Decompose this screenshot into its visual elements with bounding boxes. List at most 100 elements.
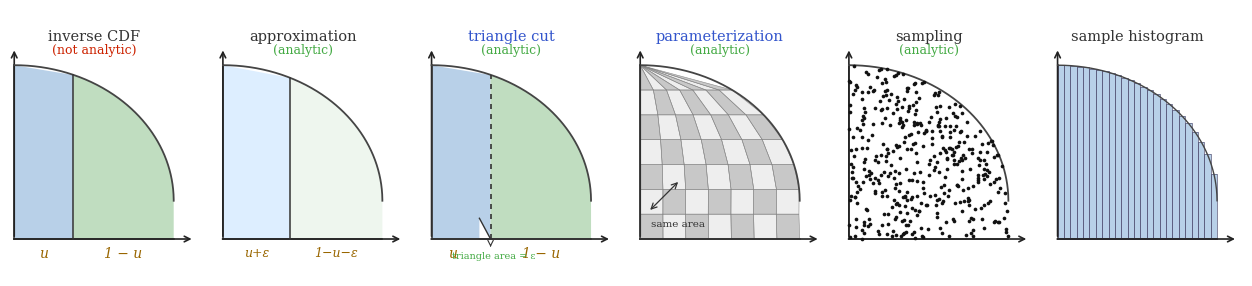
Point (968, 156, 988, 160)
Polygon shape (654, 90, 676, 115)
Point (898, 223, 918, 227)
Point (899, 178, 919, 182)
Point (898, 86, 918, 90)
Point (949, 130, 969, 134)
Point (875, 187, 895, 192)
Text: triangle cut: triangle cut (468, 30, 555, 44)
Polygon shape (762, 140, 794, 164)
Point (873, 223, 893, 227)
Point (980, 181, 1000, 186)
Point (994, 216, 1014, 221)
Point (846, 147, 866, 152)
Point (955, 156, 975, 160)
Point (886, 107, 906, 112)
Point (949, 159, 969, 164)
Point (963, 233, 983, 238)
Point (921, 142, 942, 146)
Point (871, 81, 891, 86)
Point (903, 178, 923, 182)
Polygon shape (640, 65, 719, 90)
Point (944, 161, 964, 166)
Point (942, 146, 962, 151)
Point (979, 170, 999, 174)
Point (924, 154, 944, 158)
Polygon shape (750, 164, 776, 189)
Polygon shape (719, 90, 764, 115)
Polygon shape (742, 140, 772, 164)
Point (904, 82, 924, 87)
Point (928, 93, 948, 97)
Point (948, 182, 968, 187)
Point (920, 115, 940, 119)
Point (919, 162, 939, 166)
Point (886, 182, 906, 186)
Polygon shape (681, 140, 706, 164)
Polygon shape (640, 65, 680, 90)
Text: sampling: sampling (895, 30, 963, 44)
Point (948, 184, 968, 188)
Point (859, 223, 879, 228)
Point (875, 93, 895, 98)
Point (888, 95, 908, 99)
Point (865, 106, 885, 110)
Point (973, 173, 993, 178)
Point (995, 200, 1015, 205)
Point (945, 114, 965, 118)
Point (879, 98, 899, 103)
Point (925, 164, 945, 169)
Point (884, 74, 904, 79)
Text: (analytic): (analytic) (273, 44, 333, 57)
Point (968, 178, 988, 182)
Polygon shape (1128, 80, 1134, 239)
Point (869, 232, 889, 237)
Point (885, 101, 905, 106)
Point (886, 145, 906, 150)
Point (870, 67, 890, 72)
Polygon shape (73, 75, 174, 239)
Point (906, 150, 926, 155)
Point (929, 197, 949, 202)
Point (894, 97, 914, 102)
Point (950, 104, 970, 108)
Point (845, 234, 865, 238)
Point (933, 230, 953, 235)
Point (863, 133, 883, 138)
Point (935, 148, 955, 153)
Point (925, 90, 945, 95)
Text: 1 − u: 1 − u (104, 247, 143, 261)
Point (846, 179, 866, 184)
Point (883, 234, 903, 239)
Polygon shape (711, 115, 742, 140)
Point (945, 102, 965, 107)
Polygon shape (754, 189, 776, 214)
Point (873, 194, 893, 198)
Polygon shape (640, 164, 664, 189)
Point (903, 103, 923, 108)
Point (979, 141, 999, 146)
Polygon shape (709, 189, 731, 214)
Point (841, 148, 861, 152)
Point (995, 191, 1015, 195)
Point (997, 230, 1017, 235)
Point (944, 158, 964, 163)
Text: approximation: approximation (249, 30, 357, 44)
Point (878, 146, 898, 151)
Point (895, 167, 915, 171)
Point (934, 183, 954, 187)
Polygon shape (1179, 116, 1186, 239)
Point (899, 106, 919, 110)
Point (840, 109, 860, 114)
Point (904, 171, 924, 176)
Point (952, 156, 972, 160)
Point (904, 80, 924, 85)
Point (929, 120, 949, 124)
Point (960, 166, 980, 171)
Point (939, 234, 959, 239)
Polygon shape (1153, 94, 1159, 239)
Point (856, 70, 876, 74)
Text: u: u (39, 247, 48, 261)
Point (864, 89, 884, 93)
Point (839, 126, 859, 131)
Point (844, 63, 864, 68)
Point (974, 166, 994, 171)
